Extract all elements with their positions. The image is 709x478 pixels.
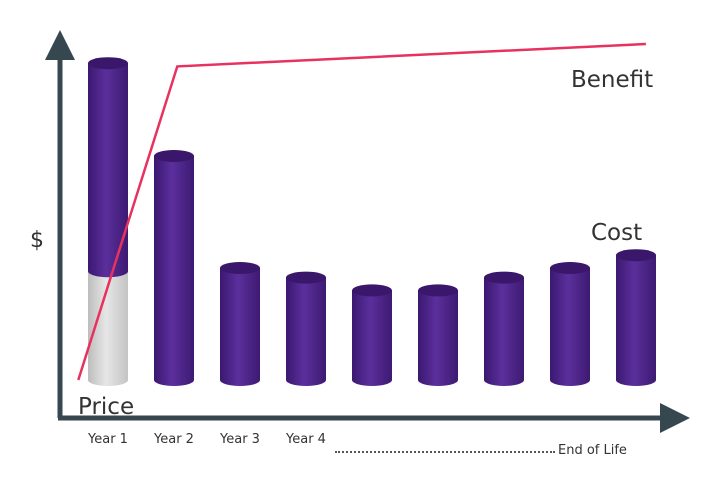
- bar-bottom: [616, 374, 656, 386]
- bar-segment: [616, 255, 656, 380]
- price-label: Price: [78, 394, 134, 420]
- bar-cap: [484, 271, 524, 284]
- x-tick-label: Year 1: [88, 432, 128, 447]
- dotted-leader: [335, 451, 555, 453]
- bar-cap: [616, 249, 656, 262]
- bar-segment: [286, 277, 326, 380]
- bar-bottom: [418, 374, 458, 386]
- benefit-label: Benefit: [571, 67, 653, 93]
- bar-segment: [88, 63, 128, 272]
- bar-cap: [220, 262, 260, 274]
- bar-cap: [286, 271, 326, 284]
- bar-cap: [88, 57, 128, 70]
- benefit-line: [77, 42, 646, 381]
- bar-bottom: [550, 374, 590, 386]
- x-tick-label: Year 4: [286, 432, 326, 447]
- bar-segment: [220, 268, 260, 380]
- bar-segment: [418, 290, 458, 380]
- bars: [88, 57, 656, 386]
- bar-segment: [484, 277, 524, 380]
- bar-cap: [352, 284, 392, 297]
- bar-cap: [418, 284, 458, 297]
- bar-segment: [550, 268, 590, 380]
- bar-segment: [154, 156, 194, 380]
- bar-bottom: [484, 374, 524, 386]
- bar-bottom: [88, 374, 128, 386]
- bar-cap: [154, 150, 194, 162]
- bar-cap: [550, 262, 590, 274]
- cost-label: Cost: [591, 220, 642, 246]
- bar-bottom: [154, 374, 194, 386]
- bar-bottom: [88, 265, 128, 278]
- bar-bottom: [220, 374, 260, 386]
- y-axis-label: $: [30, 228, 44, 253]
- bar-segment: [352, 290, 392, 380]
- bar-bottom: [352, 374, 392, 386]
- x-tick-label: Year 3: [220, 432, 260, 447]
- bar-bottom: [286, 374, 326, 386]
- x-tick-label: Year 2: [154, 432, 194, 447]
- x-tick-label: End of Life: [558, 443, 627, 458]
